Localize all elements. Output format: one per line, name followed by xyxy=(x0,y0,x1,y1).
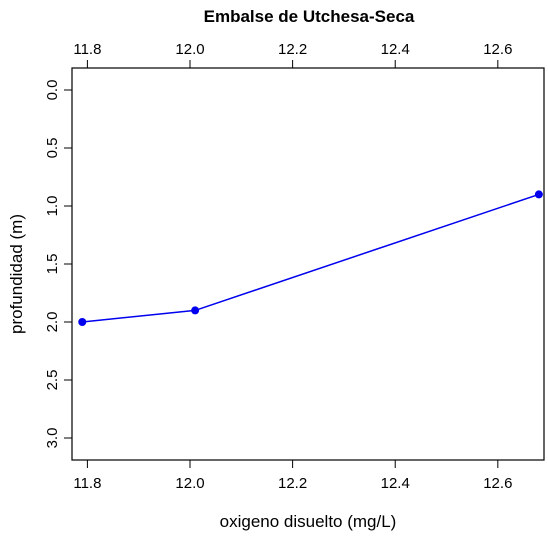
data-point xyxy=(78,318,87,326)
data-point xyxy=(191,306,200,315)
y-tick-label: 2.0 xyxy=(44,312,61,333)
chart-title: Embalse de Utchesa-Seca xyxy=(204,7,415,26)
y-tick-label: 1.5 xyxy=(44,254,61,275)
y-tick-label: 3.0 xyxy=(44,428,61,449)
y-axis-title: profundidad (m) xyxy=(7,214,26,334)
y-tick-label: 2.5 xyxy=(44,370,61,391)
left-y-axis: 0.0 0.5 1.0 1.5 2.0 2.5 3.0 xyxy=(44,80,72,449)
top-x-tick-label: 12.4 xyxy=(381,41,410,58)
top-x-tick-label: 12.2 xyxy=(278,41,307,58)
series-line xyxy=(82,193,540,323)
data-point xyxy=(534,190,543,199)
bottom-x-tick-label: 12.0 xyxy=(175,475,204,492)
top-x-tick-label: 12.0 xyxy=(175,41,204,58)
y-tick-label: 1.0 xyxy=(44,196,61,217)
top-x-axis: 11.8 12.0 12.2 12.4 12.6 xyxy=(73,41,512,68)
bottom-x-tick-label: 12.4 xyxy=(381,475,410,492)
bottom-x-tick-label: 12.6 xyxy=(483,475,512,492)
y-tick-label: 0.5 xyxy=(44,138,61,159)
plot-frame xyxy=(71,67,545,461)
series-layer xyxy=(78,190,543,326)
bottom-x-tick-label: 12.2 xyxy=(278,475,307,492)
y-tick-label: 0.0 xyxy=(44,80,61,101)
x-axis-title: oxigeno disuelto (mg/L) xyxy=(220,512,397,531)
top-x-tick-label: 12.6 xyxy=(483,41,512,58)
top-x-tick-label: 11.8 xyxy=(73,41,101,58)
bottom-x-axis: 11.8 12.0 12.2 12.4 12.6 xyxy=(73,460,512,492)
bottom-x-tick-label: 11.8 xyxy=(73,475,101,492)
